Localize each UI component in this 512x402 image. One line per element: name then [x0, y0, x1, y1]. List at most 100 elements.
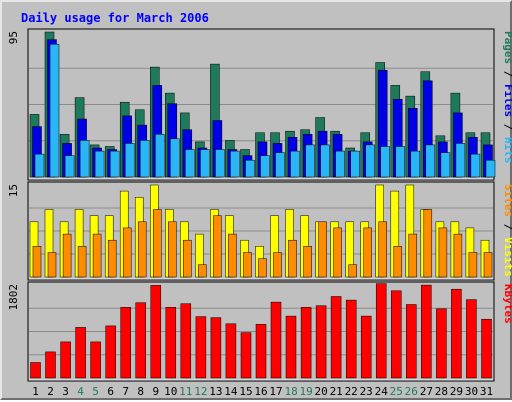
day-label-10: 10 [164, 385, 177, 398]
day-label-16: 16 [254, 385, 267, 398]
bar-kbytes-day-30 [466, 299, 477, 379]
day-label-14: 14 [224, 385, 238, 398]
bar-sites-day-18 [288, 239, 297, 278]
bar-hits-day-31 [485, 159, 496, 178]
bar-kbytes-day-29 [451, 288, 462, 379]
bar-hits-day-20 [320, 144, 330, 178]
bar-hits-day-24 [380, 146, 390, 178]
bar-kbytes-day-13 [210, 317, 222, 379]
day-label-7: 7 [122, 385, 129, 398]
bar-sites-day-29 [453, 233, 463, 278]
legend-part: / [502, 117, 512, 137]
bar-hits-day-29 [455, 143, 466, 178]
bar-sites-day-30 [468, 252, 478, 278]
day-label-29: 29 [450, 385, 463, 398]
bar-hits-day-28 [440, 152, 451, 178]
bar-hits-day-14 [230, 150, 240, 178]
bar-kbytes-day-14 [225, 323, 237, 379]
bar-sites-day-14 [228, 233, 237, 278]
bar-kbytes-day-20 [315, 305, 327, 379]
day-label-19: 19 [299, 385, 312, 398]
bar-kbytes-day-16 [255, 324, 267, 379]
bar-sites-day-1 [32, 246, 42, 278]
bar-kbytes-day-3 [60, 341, 71, 379]
day-label-20: 20 [314, 385, 327, 398]
day-label-13: 13 [209, 385, 222, 398]
bar-hits-day-8 [139, 140, 150, 178]
legend-part: / [502, 217, 512, 237]
day-label-18: 18 [284, 385, 297, 398]
bar-sites-day-12 [198, 264, 207, 278]
panel-kbytes-ymax-label: 1802 [7, 284, 20, 311]
legend-part: Visits [502, 237, 512, 277]
chart-title: Daily usage for March 2006 [21, 11, 209, 25]
bar-sites-day-9 [153, 209, 162, 278]
bar-sites-day-15 [243, 252, 252, 278]
day-label-30: 30 [465, 385, 478, 398]
bar-sites-day-27 [423, 209, 433, 278]
legend-part: KBytes [502, 284, 512, 324]
day-label-23: 23 [360, 385, 373, 398]
bar-kbytes-day-6 [105, 325, 116, 379]
panel-hits: 95 Pages / Files / Hits [7, 28, 512, 181]
bar-kbytes-day-10 [165, 307, 177, 379]
day-label-25: 25 [390, 385, 403, 398]
bar-kbytes-day-12 [195, 316, 207, 379]
panel-kbytes-legend: KBytes [502, 284, 512, 324]
bar-hits-day-7 [124, 143, 135, 178]
bar-kbytes-day-17 [270, 301, 282, 379]
series-hits [34, 43, 496, 178]
bar-hits-day-5 [94, 150, 105, 178]
day-label-24: 24 [375, 385, 389, 398]
bar-kbytes-day-31 [481, 318, 492, 379]
bar-kbytes-day-27 [421, 284, 432, 379]
day-label-1: 1 [32, 385, 39, 398]
bar-kbytes-day-2 [45, 351, 56, 379]
panel-visits-legend: Sites / Visits [502, 184, 512, 277]
bar-kbytes-day-18 [285, 315, 297, 379]
bar-kbytes-day-28 [436, 308, 447, 379]
bar-sites-day-26 [408, 233, 418, 278]
bar-kbytes-day-23 [360, 315, 372, 379]
bar-kbytes-day-24 [375, 283, 387, 379]
day-label-21: 21 [330, 385, 343, 398]
bar-sites-day-21 [333, 227, 342, 278]
panel-kbytes: 1802 KBytes [7, 281, 512, 382]
panel-hits-ymax-label: 95 [7, 31, 20, 44]
bar-hits-day-2 [49, 43, 60, 178]
day-label-5: 5 [92, 385, 99, 398]
bar-hits-day-11 [185, 149, 195, 178]
bar-sites-day-20 [318, 221, 327, 278]
legend-part: Hits [502, 137, 512, 164]
panel-visits: 15 Sites / Visits [7, 181, 512, 281]
bar-sites-day-16 [258, 258, 267, 278]
legend-part: Sites [502, 184, 512, 217]
day-label-11: 11 [179, 385, 192, 398]
bar-sites-day-8 [137, 221, 147, 278]
bar-hits-day-1 [34, 153, 45, 178]
day-label-17: 17 [269, 385, 282, 398]
day-label-3: 3 [62, 385, 69, 398]
bar-hits-day-21 [335, 150, 345, 178]
bar-kbytes-day-19 [300, 307, 312, 379]
bar-hits-day-6 [109, 150, 120, 178]
bar-sites-day-11 [183, 239, 192, 278]
legend-part: Pages [502, 31, 512, 64]
bar-hits-day-16 [260, 155, 270, 178]
chart-panels: 95 Pages / Files / Hits 15 Sites / Visits 18… [7, 28, 512, 382]
bar-sites-day-24 [378, 221, 387, 278]
bar-kbytes-day-9 [150, 285, 162, 379]
bar-hits-day-12 [200, 149, 210, 178]
bar-kbytes-day-21 [330, 296, 342, 379]
bar-sites-day-19 [303, 246, 312, 278]
bar-sites-day-13 [213, 215, 222, 278]
day-label-6: 6 [107, 385, 114, 398]
bar-sites-day-7 [122, 227, 132, 278]
series-kbytes [30, 283, 492, 379]
panel-hits-legend: Pages / Files / Hits [502, 31, 512, 164]
day-label-26: 26 [405, 385, 418, 398]
bar-kbytes-day-7 [120, 307, 131, 379]
bar-hits-day-30 [470, 153, 481, 178]
bar-sites-day-31 [483, 252, 493, 278]
day-label-2: 2 [47, 385, 54, 398]
